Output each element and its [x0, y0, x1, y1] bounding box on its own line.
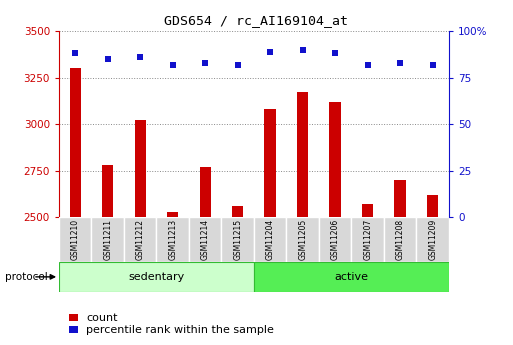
Bar	[70, 68, 81, 217]
Bar	[297, 91, 308, 217]
Bar	[232, 206, 243, 217]
Text: GSM11204: GSM11204	[266, 219, 274, 260]
Text: active: active	[334, 272, 368, 282]
Bar	[254, 262, 449, 292]
Bar	[329, 102, 341, 217]
Bar	[200, 167, 211, 217]
Text: GSM11207: GSM11207	[363, 219, 372, 260]
Bar	[265, 109, 276, 217]
Bar	[222, 217, 254, 262]
Bar	[286, 217, 319, 262]
Point	[266, 49, 274, 54]
Point	[201, 60, 209, 66]
Bar	[124, 217, 156, 262]
Text: GSM11210: GSM11210	[71, 219, 80, 260]
Text: GSM11205: GSM11205	[298, 219, 307, 260]
Text: GSM11206: GSM11206	[331, 219, 340, 260]
Bar	[156, 217, 189, 262]
Point	[331, 51, 339, 56]
Bar	[351, 217, 384, 262]
Text: GSM11212: GSM11212	[136, 219, 145, 260]
Point	[169, 62, 177, 67]
Bar	[362, 204, 373, 217]
Point	[364, 62, 372, 67]
Bar	[134, 120, 146, 217]
Text: GSM11215: GSM11215	[233, 219, 242, 260]
Text: percentile rank within the sample: percentile rank within the sample	[86, 325, 274, 335]
Point	[396, 60, 404, 66]
Text: GSM11209: GSM11209	[428, 219, 437, 260]
Point	[71, 51, 80, 56]
Bar	[59, 262, 254, 292]
Bar	[91, 217, 124, 262]
Text: GDS654 / rc_AI169104_at: GDS654 / rc_AI169104_at	[165, 14, 348, 27]
Bar	[102, 165, 113, 217]
Bar	[59, 217, 91, 262]
Bar	[394, 180, 406, 217]
Bar	[189, 217, 222, 262]
Text: GSM11211: GSM11211	[103, 219, 112, 260]
Point	[104, 56, 112, 62]
Bar	[254, 217, 286, 262]
Text: GSM11208: GSM11208	[396, 219, 405, 260]
Bar	[427, 195, 438, 217]
Text: protocol: protocol	[5, 272, 48, 282]
Point	[428, 62, 437, 67]
Text: GSM11213: GSM11213	[168, 219, 177, 260]
Bar	[167, 212, 179, 217]
Text: GSM11214: GSM11214	[201, 219, 210, 260]
Bar	[384, 217, 417, 262]
Point	[233, 62, 242, 67]
Point	[299, 47, 307, 52]
Bar	[417, 217, 449, 262]
Point	[136, 55, 144, 60]
Bar	[319, 217, 351, 262]
Text: sedentary: sedentary	[128, 272, 185, 282]
Text: count: count	[86, 313, 117, 323]
